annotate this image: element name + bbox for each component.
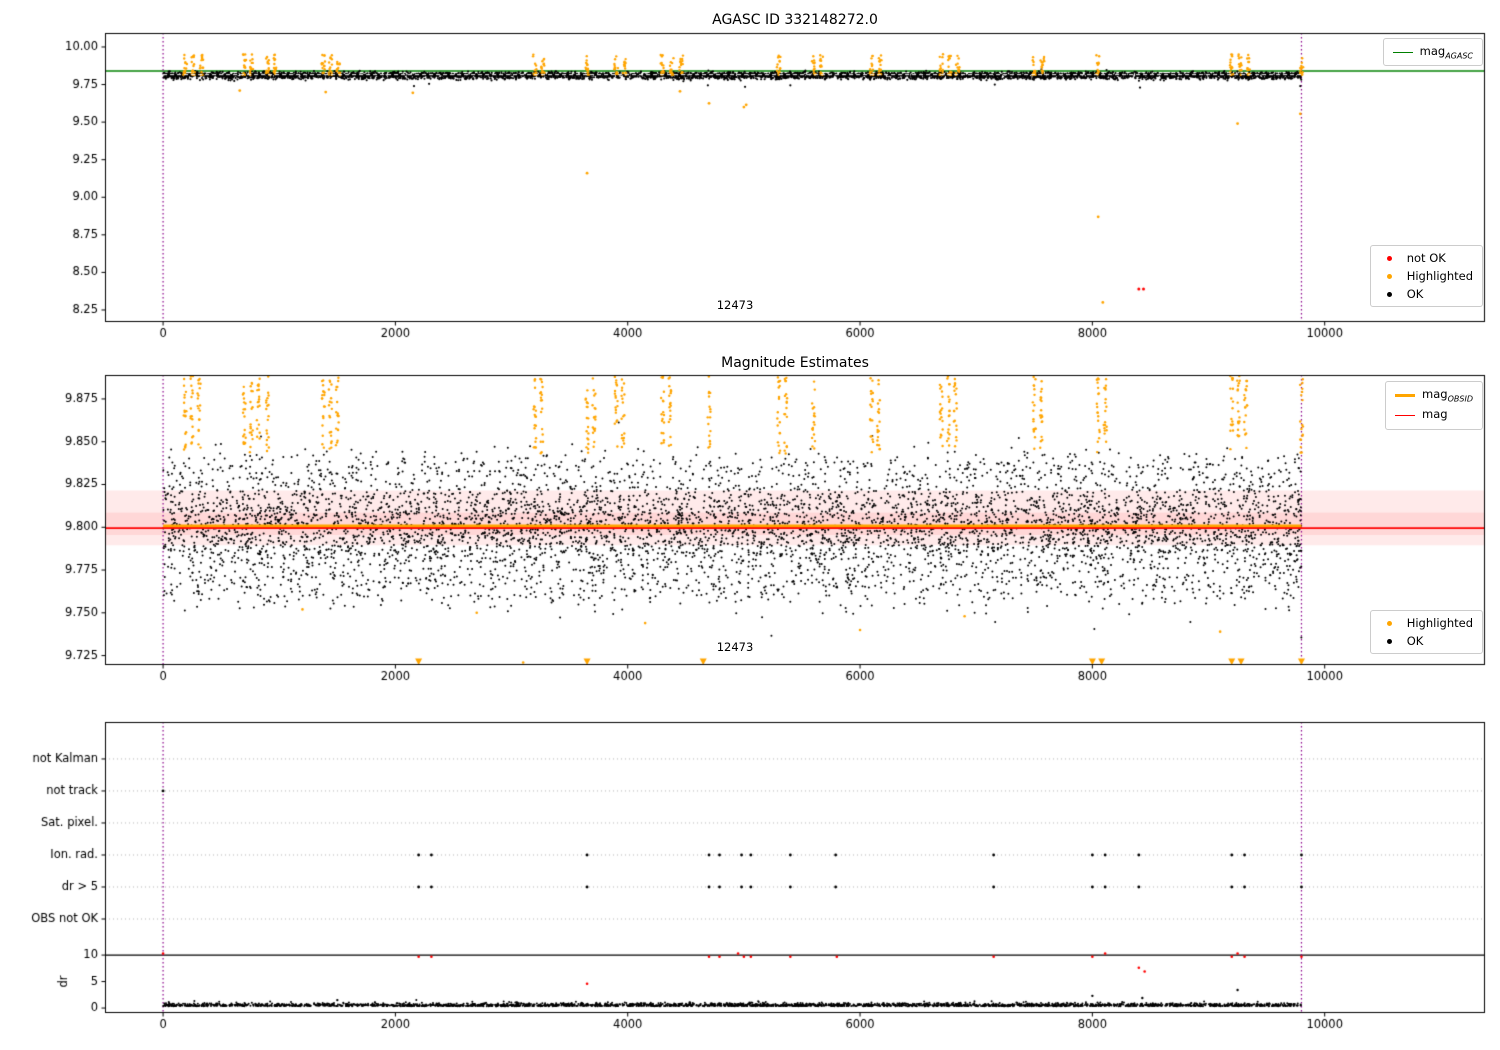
legend-label-ok: OK bbox=[1407, 287, 1424, 301]
legend-item-mag-obsid: magOBSID bbox=[1395, 387, 1473, 403]
plot2-obsid-annotation: 12473 bbox=[717, 640, 754, 654]
plot1-title: AGASC ID 332148272.0 bbox=[712, 12, 878, 28]
plot1-obsid-annotation: 12473 bbox=[717, 298, 754, 312]
mag-obsid-line-swatch bbox=[1395, 394, 1415, 397]
not-ok-dot-swatch bbox=[1387, 256, 1392, 261]
legend-item-ok-2: OK bbox=[1380, 634, 1473, 648]
legend-item-mag: mag bbox=[1395, 407, 1473, 423]
legend-label-mag-agasc: magAGASC bbox=[1420, 44, 1473, 60]
legend-label-highlighted-2: Highlighted bbox=[1407, 616, 1473, 630]
plot2-legend-bottom: Highlighted OK bbox=[1370, 610, 1483, 654]
plot2-title: Magnitude Estimates bbox=[721, 355, 869, 371]
legend-label-mag-obsid: magOBSID bbox=[1422, 387, 1473, 403]
highlighted-dot-swatch bbox=[1387, 274, 1392, 279]
legend-label-not-ok: not OK bbox=[1407, 251, 1446, 265]
mag-line-swatch bbox=[1395, 415, 1415, 416]
highlighted-dot-swatch bbox=[1387, 621, 1392, 626]
ok-dot-swatch bbox=[1387, 292, 1392, 297]
legend-item-highlighted: Highlighted bbox=[1380, 269, 1473, 283]
plot1-legend-bottom: not OK Highlighted OK bbox=[1370, 245, 1483, 307]
legend-label-highlighted: Highlighted bbox=[1407, 269, 1473, 283]
legend-item-ok: OK bbox=[1380, 287, 1473, 301]
ok-dot-swatch bbox=[1387, 639, 1392, 644]
mag-agasc-line-swatch bbox=[1393, 52, 1413, 53]
plot1-legend-top: magAGASC bbox=[1383, 38, 1483, 66]
legend-label-mag: mag bbox=[1422, 407, 1448, 423]
legend-item-not-ok: not OK bbox=[1380, 251, 1473, 265]
plots-canvas bbox=[0, 0, 1500, 1050]
legend-label-ok-2: OK bbox=[1407, 634, 1424, 648]
plot2-legend-top: magOBSID mag bbox=[1385, 381, 1483, 430]
figure: AGASC ID 332148272.0 Magnitude Estimates… bbox=[0, 0, 1500, 1050]
legend-item-highlighted-2: Highlighted bbox=[1380, 616, 1473, 630]
legend-item-mag-agasc: magAGASC bbox=[1393, 44, 1473, 60]
